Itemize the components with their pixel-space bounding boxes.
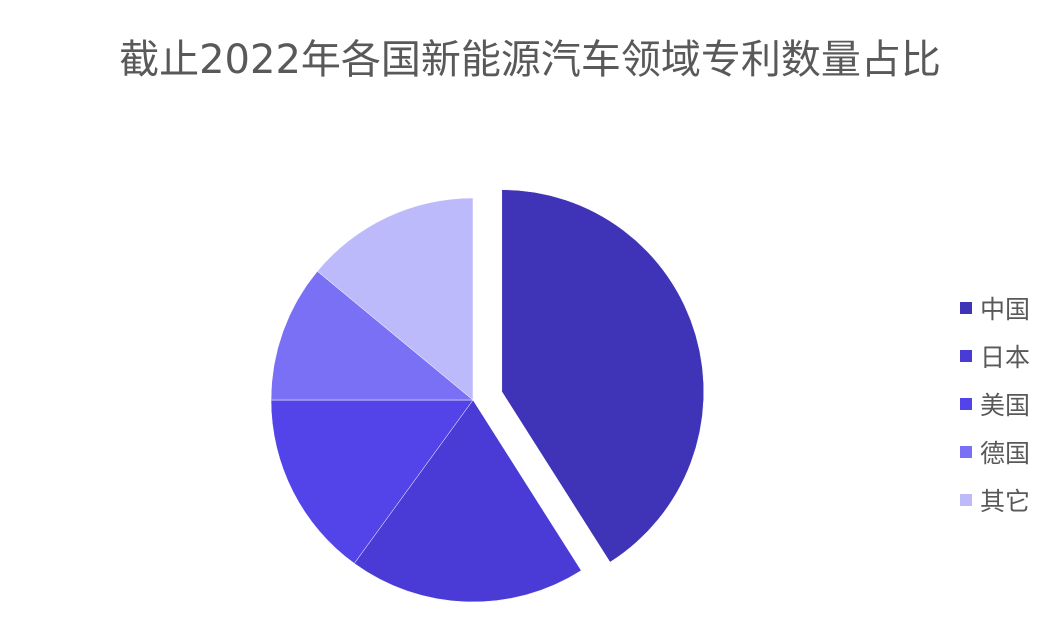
legend-swatch	[960, 446, 972, 458]
legend-label: 中国	[980, 295, 1031, 324]
legend-item: 其它	[960, 476, 1030, 524]
pie-slices	[270, 189, 705, 603]
pie-slice-1	[501, 189, 705, 563]
legend-label: 德国	[980, 439, 1031, 468]
legend-swatch	[960, 302, 972, 314]
legend-label: 美国	[980, 391, 1031, 420]
chart-title: 截止2022年各国新能源汽车领域专利数量占比	[119, 37, 941, 83]
legend-swatch	[960, 350, 972, 362]
legend-swatch	[960, 494, 972, 506]
legend-item: 中国	[960, 284, 1030, 332]
pie-slice-5	[317, 197, 474, 401]
legend-swatch	[960, 398, 972, 410]
legend-label: 日本	[980, 343, 1031, 372]
pie-slice-2	[353, 399, 582, 603]
pie-slice-3	[270, 399, 474, 564]
legend-item: 德国	[960, 428, 1030, 476]
legend-item: 美国	[960, 380, 1030, 428]
legend-label: 其它	[980, 487, 1031, 516]
legend: 中国日本美国德国其它	[960, 284, 1030, 524]
legend-item: 日本	[960, 332, 1030, 380]
pie-slice-4	[270, 270, 474, 401]
